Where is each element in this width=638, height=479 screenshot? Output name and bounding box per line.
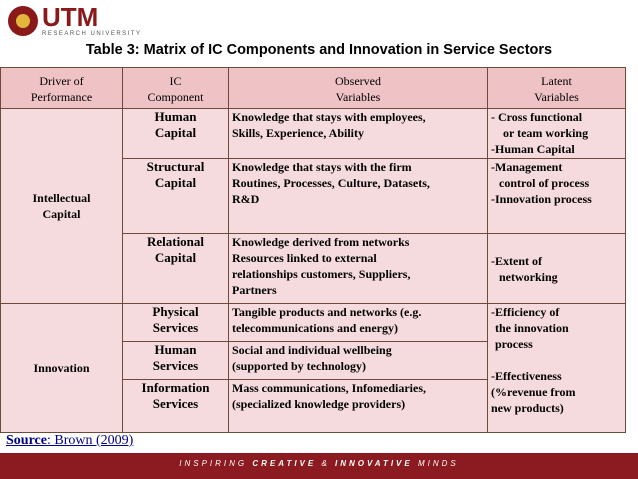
header-component: IC Component [122,67,229,109]
observed-cell: Social and individual wellbeing (supporte… [228,341,488,380]
component-cell: Physical Services [122,303,229,342]
driver-innovation: Innovation [0,303,123,433]
table-row: Information Services Mass communications,… [1,379,626,433]
utm-emblem-icon [8,6,38,36]
logo-name: UTM [42,2,99,32]
latent-cell: -Extent of networking [487,233,626,304]
observed-cell: Knowledge that stays with the firm Routin… [228,158,488,234]
component-cell: Information Services [122,379,229,433]
table-row: Relational Capital Knowledge derived from… [1,233,626,304]
driver-intellectual-capital: Intellectual Capital [0,108,123,304]
table-row: Innovation Physical Services Tangible pro… [0,303,626,433]
source-citation: Source: Brown (2009) [6,433,133,449]
utm-logo: UTM RESEARCH UNIVERSITY [8,2,178,40]
source-label: Source [6,433,47,448]
latent-cell-innovation: -Efficiency of the innovation process -Eff… [487,303,626,433]
observed-cell: Tangible products and networks (e.g. tele… [228,303,488,342]
ic-matrix-table: Driver of Performance IC Component Observe… [0,67,626,433]
header-driver: Driver of Performance [0,67,123,109]
table-header-row: Driver of Performance IC Component Observe… [0,67,626,109]
footer-bar: INSPIRING CREATIVE & INNOVATIVE MINDS [0,453,638,479]
table-row: Intellectual Capital Human Capital Knowled… [0,108,626,304]
source-text: : Brown (2009) [46,433,134,448]
observed-cell: Knowledge derived from networks Resources… [228,233,488,304]
footer-tagline: INSPIRING CREATIVE & INNOVATIVE MINDS [179,459,459,468]
component-cell: Human Capital [122,108,229,159]
logo-subtitle: RESEARCH UNIVERSITY [42,31,142,37]
component-cell: Human Services [122,341,229,380]
header-latent: Latent Variables [487,67,626,109]
latent-cell: -Management control of process -Innovation… [487,158,626,234]
table-row: Structural Capital Knowledge that stays w… [1,158,626,234]
header-observed: Observed Variables [228,67,488,109]
table-title: Table 3: Matrix of IC Components and Inn… [85,42,553,58]
component-cell: Relational Capital [122,233,229,304]
observed-cell: Mass communications, Infomediaries, (spec… [228,379,488,433]
observed-cell: Knowledge that stays with employees, Skil… [228,108,488,159]
component-cell: Structural Capital [122,158,229,234]
latent-cell: - Cross functional or team working -Human … [487,108,626,159]
